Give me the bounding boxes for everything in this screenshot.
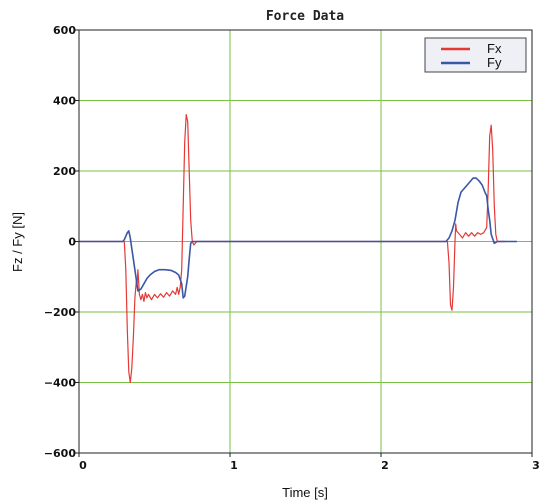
y-tick-label: 0 xyxy=(68,236,76,249)
y-tick-label: −600 xyxy=(44,447,77,460)
x-tick-label: 3 xyxy=(532,459,540,472)
y-tick-label: 400 xyxy=(53,95,76,108)
y-tick-label: 600 xyxy=(53,24,76,37)
axis-ticks: −600 −400 −200 0 200 400 600 0 1 2 3 xyxy=(44,24,540,472)
series-line-fy xyxy=(79,177,517,299)
plot-lines xyxy=(79,114,517,384)
legend-box xyxy=(424,37,527,73)
x-tick-label: 0 xyxy=(79,459,87,472)
series-line-fx xyxy=(79,114,505,384)
legend-label-fx: Fx xyxy=(487,41,502,56)
x-tick-label: 1 xyxy=(230,459,238,472)
y-axis-label: Fz / Fy [N] xyxy=(10,212,25,272)
legend-label-fy: Fy xyxy=(487,55,502,70)
x-tick-label: 2 xyxy=(381,459,389,472)
y-tick-label: −200 xyxy=(44,306,77,319)
y-tick-label: −400 xyxy=(44,377,77,390)
x-axis-label: Time [s] xyxy=(282,485,328,500)
chart-title: Force Data xyxy=(266,9,344,24)
y-tick-label: 200 xyxy=(53,165,76,178)
